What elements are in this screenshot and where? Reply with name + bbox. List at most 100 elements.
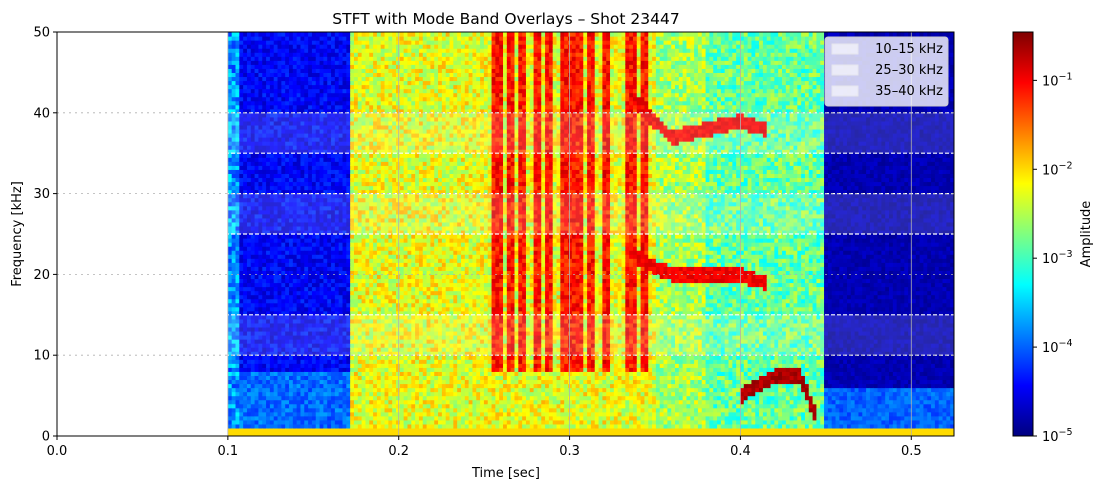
heatmap-cell — [346, 419, 351, 425]
heatmap-cell — [357, 294, 363, 300]
heatmap-cell — [315, 407, 321, 413]
heatmap-cell — [231, 217, 237, 223]
heatmap-cell — [243, 351, 248, 356]
heatmap-cell — [361, 88, 367, 94]
heatmap-cell — [373, 407, 378, 413]
heatmap-cell — [243, 209, 248, 215]
heatmap-cell — [334, 379, 340, 385]
heatmap-cell — [376, 96, 382, 102]
heatmap-cell — [380, 88, 386, 94]
heatmap-cell — [289, 431, 294, 436]
heatmap-cell — [281, 52, 286, 57]
heatmap-cell — [277, 185, 282, 191]
heatmap-cell — [277, 310, 282, 316]
heatmap-cell — [254, 250, 260, 255]
heatmap-cell — [365, 395, 370, 401]
heatmap-cell — [292, 181, 298, 187]
heatmap-cell — [308, 298, 313, 304]
heatmap-cell — [399, 274, 405, 280]
heatmap-cell — [262, 116, 267, 122]
heatmap-cell — [246, 173, 252, 179]
heatmap-cell — [235, 359, 240, 364]
heatmap-cell — [376, 76, 382, 82]
heatmap-cell — [323, 169, 328, 174]
heatmap-cell — [304, 391, 309, 397]
heatmap-cell — [296, 169, 302, 174]
heatmap-cell — [285, 149, 290, 154]
heatmap-cell — [254, 169, 260, 174]
heatmap-cell — [323, 96, 328, 102]
heatmap-cell — [258, 379, 263, 385]
heatmap-cell — [342, 177, 347, 183]
heatmap-cell — [273, 343, 279, 348]
heatmap-cell — [365, 165, 370, 170]
heatmap-cell — [273, 318, 279, 324]
heatmap-cell — [266, 44, 271, 49]
heatmap-cell — [235, 68, 240, 73]
heatmap-cell — [231, 96, 237, 102]
heatmap-cell — [258, 423, 263, 429]
heatmap-cell — [388, 44, 393, 49]
heatmap-cell — [384, 419, 389, 425]
heatmap-cell — [403, 379, 409, 385]
heatmap-cell — [384, 395, 389, 401]
heatmap-cell — [296, 326, 302, 332]
heatmap-cell — [266, 238, 271, 243]
heatmap-cell — [415, 181, 420, 187]
heatmap-cell — [281, 238, 286, 243]
heatmap-cell — [281, 145, 286, 150]
heatmap-cell — [392, 403, 397, 409]
heatmap-cell — [373, 379, 378, 385]
heatmap-cell — [285, 403, 290, 409]
heatmap-cell — [308, 32, 313, 37]
heatmap-cell — [231, 371, 237, 376]
heatmap-cell — [231, 427, 237, 433]
heatmap-cell — [250, 326, 256, 332]
heatmap-cell — [311, 379, 317, 385]
heatmap-cell — [246, 423, 252, 429]
heatmap-cell — [258, 52, 263, 57]
heatmap-cell — [338, 100, 344, 106]
heatmap-cell — [258, 229, 263, 235]
heatmap-cell — [281, 298, 286, 304]
heatmap-cell — [273, 60, 279, 65]
heatmap-cell — [353, 36, 359, 41]
heatmap-cell — [403, 282, 409, 288]
heatmap-cell — [273, 189, 279, 195]
heatmap-cell — [403, 169, 409, 174]
heatmap-cell — [273, 36, 279, 41]
heatmap-cell — [365, 76, 370, 82]
heatmap-cell — [239, 290, 244, 296]
heatmap-cell — [376, 153, 382, 158]
heatmap-cell — [231, 250, 237, 255]
heatmap-cell — [235, 274, 240, 280]
heatmap-cell — [292, 64, 298, 69]
heatmap-cell — [388, 427, 393, 433]
heatmap-cell — [250, 419, 256, 425]
heatmap-cell — [350, 36, 355, 41]
heatmap-cell — [239, 298, 244, 304]
heatmap-cell — [292, 56, 298, 61]
heatmap-cell — [327, 427, 332, 433]
heatmap-cell — [300, 177, 305, 183]
heatmap-cell — [239, 375, 244, 381]
heatmap-cell — [235, 326, 240, 332]
heatmap-cell — [342, 383, 347, 389]
heatmap-cell — [338, 32, 344, 37]
heatmap-cell — [289, 44, 294, 49]
heatmap-cell — [357, 234, 363, 239]
heatmap-cell — [369, 383, 374, 389]
heatmap-cell — [346, 56, 351, 61]
heatmap-cell — [388, 100, 393, 106]
heatmap-cell — [231, 104, 237, 110]
heatmap-cell — [323, 84, 328, 90]
heatmap-cell — [334, 80, 340, 86]
heatmap-cell — [396, 427, 401, 433]
heatmap-cell — [254, 371, 260, 376]
heatmap-cell — [289, 355, 294, 360]
heatmap-cell — [258, 262, 263, 267]
heatmap-cell — [243, 399, 248, 405]
heatmap-cell — [338, 96, 344, 102]
heatmap-cell — [262, 383, 267, 389]
heatmap-cell — [246, 52, 252, 57]
